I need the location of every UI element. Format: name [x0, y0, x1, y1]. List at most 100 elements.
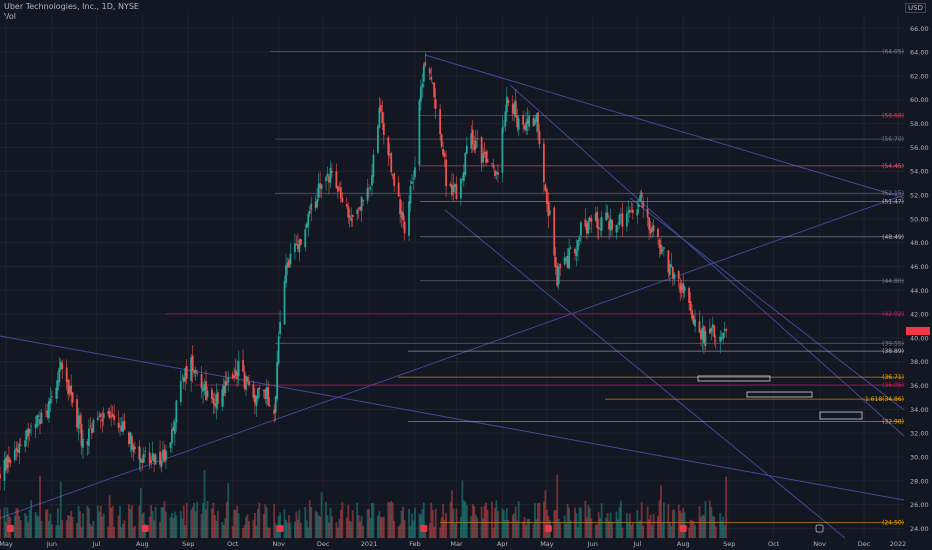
- level-label: (58.68): [882, 112, 904, 119]
- x-tick-label: Jun: [46, 540, 57, 548]
- candles: [0, 52, 728, 491]
- x-tick-label: 2021: [361, 540, 378, 548]
- candle-body: [538, 130, 541, 145]
- candle-body: [711, 324, 714, 328]
- candle-body: [3, 459, 6, 481]
- candle-body: [107, 411, 110, 414]
- volume-bar: [215, 520, 218, 538]
- candle-body: [585, 223, 588, 234]
- candle-body: [148, 452, 151, 464]
- volume-bar: [494, 507, 496, 538]
- time-axis[interactable]: May Jun Jul Aug Sep Oct Nov Dec 2021 Feb Mar Apr May…: [0, 540, 906, 548]
- volume-bar: [464, 501, 467, 538]
- candle-body: [45, 411, 47, 413]
- earnings-marker: [815, 524, 824, 533]
- candle-body: [660, 244, 662, 254]
- event-markers[interactable]: [6, 524, 824, 533]
- volume-bar: [319, 516, 322, 538]
- candle-body: [502, 126, 505, 128]
- candle-body: [305, 223, 308, 228]
- trendlines[interactable]: [0, 54, 905, 539]
- volume-bar: [225, 502, 228, 538]
- candle-body: [48, 401, 50, 419]
- candle-body: [597, 227, 600, 229]
- candle-body: [587, 220, 590, 234]
- volume-bar: [553, 510, 556, 538]
- volume-bar: [59, 481, 62, 538]
- volume-bar: [338, 519, 341, 538]
- candle-body: [682, 282, 685, 294]
- volume-bar: [49, 513, 52, 538]
- volume-bar: [128, 504, 130, 538]
- candle-body: [351, 214, 354, 217]
- volume-bar: [222, 524, 225, 538]
- candle-body: [701, 327, 704, 341]
- y-tick-label: 30.00: [910, 454, 929, 462]
- volume-bar: [16, 508, 19, 538]
- candle-body: [627, 211, 630, 213]
- candle-body: [0, 473, 1, 479]
- volume-bar: [600, 503, 603, 538]
- candle-body: [88, 428, 90, 447]
- candle-body: [37, 415, 40, 417]
- volume-bar: [236, 505, 239, 538]
- candle-body: [618, 214, 621, 225]
- candle-body: [621, 213, 624, 227]
- volume-bar: [379, 516, 382, 538]
- volume-bar: [82, 513, 84, 538]
- volume-bar: [640, 502, 643, 538]
- volume-bar: [719, 513, 722, 538]
- volume-bar: [465, 504, 468, 538]
- volume-bar: [532, 524, 535, 538]
- currency-label[interactable]: USD: [905, 3, 926, 13]
- volume-bar: [507, 519, 510, 538]
- grid: [0, 14, 904, 538]
- candle-body: [86, 441, 89, 445]
- candle-body: [470, 133, 473, 149]
- volume-bar: [605, 517, 608, 538]
- candle-body: [658, 239, 661, 249]
- candle-body: [535, 114, 538, 123]
- volume-bar: [28, 509, 31, 538]
- candle-body: [242, 359, 244, 372]
- x-tick-label: Dec: [317, 540, 330, 548]
- candle-body: [80, 423, 83, 447]
- volume-bar: [203, 470, 206, 538]
- volume-bar: [723, 525, 726, 538]
- candle-body: [76, 399, 78, 428]
- volume-bar: [347, 504, 350, 538]
- volume-bar: [575, 513, 578, 538]
- candle-body: [162, 449, 164, 460]
- candle-body: [720, 338, 723, 340]
- volume-bar: [428, 523, 431, 538]
- earnings-marker: [276, 525, 284, 532]
- volume-bar: [501, 508, 504, 538]
- candle-body: [233, 375, 236, 378]
- volume-bar: [24, 512, 27, 538]
- candle-body: [211, 389, 213, 400]
- volume-bar: [452, 508, 455, 538]
- candle-body: [119, 424, 121, 426]
- volume-bar: [497, 511, 499, 538]
- volume-bar: [286, 522, 289, 538]
- candle-body: [267, 387, 270, 406]
- volume-bar: [296, 519, 299, 538]
- volume-bar: [679, 510, 682, 538]
- volume-bar: [568, 507, 570, 538]
- candle-body: [563, 257, 566, 265]
- candle-body: [246, 376, 249, 382]
- candle-body: [372, 154, 375, 177]
- fib-levels[interactable]: (64.05) (58.68) (56.70) (54.45) (52.15)(51.4…: [165, 49, 904, 527]
- candle-body: [667, 250, 670, 273]
- candle-body: [24, 440, 27, 447]
- candle-body: [608, 221, 610, 230]
- level-label: (24.50): [882, 520, 904, 527]
- price-axis[interactable]: 24.00 26.00 28.00 30.00 32.00 34.00 36.00 38.00…: [910, 25, 929, 533]
- candle-body: [719, 336, 722, 342]
- x-tick-label: Jul: [91, 540, 100, 548]
- volume-bar: [288, 515, 290, 538]
- candle-body: [265, 387, 268, 399]
- candle-body: [461, 178, 464, 180]
- volume-bar: [648, 519, 651, 538]
